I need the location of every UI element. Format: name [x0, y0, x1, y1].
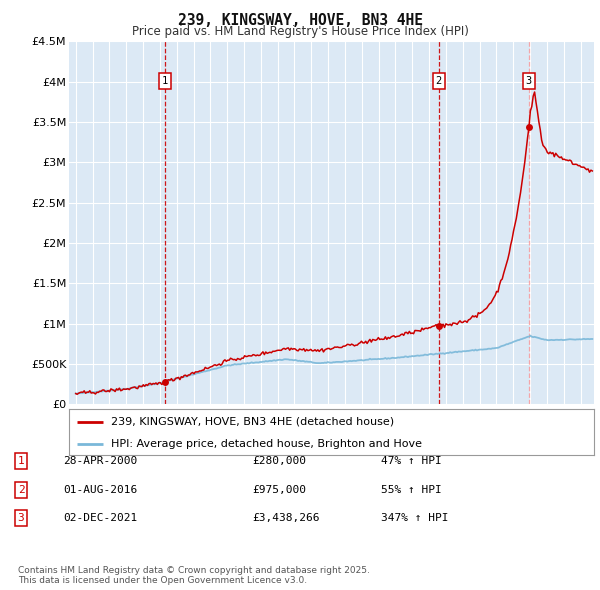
Text: 239, KINGSWAY, HOVE, BN3 4HE (detached house): 239, KINGSWAY, HOVE, BN3 4HE (detached h…: [111, 417, 394, 427]
Text: Contains HM Land Registry data © Crown copyright and database right 2025.
This d: Contains HM Land Registry data © Crown c…: [18, 566, 370, 585]
Text: 3: 3: [526, 76, 532, 86]
Text: 347% ↑ HPI: 347% ↑ HPI: [381, 513, 449, 523]
Text: £975,000: £975,000: [252, 485, 306, 494]
Text: 3: 3: [17, 513, 25, 523]
Text: 02-DEC-2021: 02-DEC-2021: [63, 513, 137, 523]
Text: 28-APR-2000: 28-APR-2000: [63, 457, 137, 466]
Text: HPI: Average price, detached house, Brighton and Hove: HPI: Average price, detached house, Brig…: [111, 439, 422, 449]
Text: 1: 1: [162, 76, 169, 86]
Text: 47% ↑ HPI: 47% ↑ HPI: [381, 457, 442, 466]
Text: 239, KINGSWAY, HOVE, BN3 4HE: 239, KINGSWAY, HOVE, BN3 4HE: [178, 13, 422, 28]
Text: 2: 2: [17, 485, 25, 494]
Text: £3,438,266: £3,438,266: [252, 513, 320, 523]
Text: 55% ↑ HPI: 55% ↑ HPI: [381, 485, 442, 494]
Text: £280,000: £280,000: [252, 457, 306, 466]
Text: 01-AUG-2016: 01-AUG-2016: [63, 485, 137, 494]
Text: 1: 1: [17, 457, 25, 466]
Text: Price paid vs. HM Land Registry's House Price Index (HPI): Price paid vs. HM Land Registry's House …: [131, 25, 469, 38]
Text: 2: 2: [436, 76, 442, 86]
